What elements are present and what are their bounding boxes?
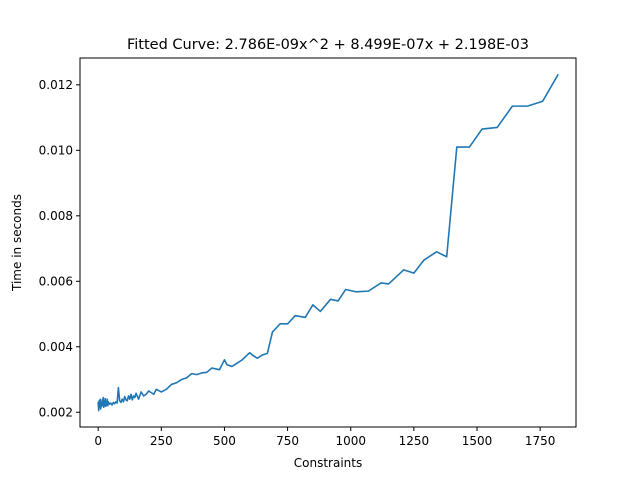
plot-area	[80, 58, 576, 427]
x-tick-label: 0	[94, 434, 102, 448]
plot-frame	[79, 57, 577, 428]
x-tick-label: 1000	[335, 434, 366, 448]
y-tick-label: 0.008	[39, 209, 73, 223]
y-tick-label: 0.006	[39, 274, 73, 288]
x-tick-label: 500	[213, 434, 236, 448]
y-tick-label: 0.004	[39, 340, 73, 354]
axis-ticks: 0 250 500 750 1000 1250 1500 1750 0.002 0.004 0.00…	[39, 78, 556, 448]
x-tick-label: 1250	[399, 434, 430, 448]
y-tick-label: 0.002	[39, 405, 73, 419]
x-axis-label: Constraints	[294, 456, 362, 470]
y-tick-label: 0.010	[39, 143, 73, 157]
y-axis-label: Time in seconds	[10, 194, 24, 292]
series-line	[97, 73, 559, 412]
x-tick-label: 250	[150, 434, 173, 448]
chart-title: Fitted Curve: 2.786E-09x^2 + 8.499E-07x …	[127, 37, 529, 53]
y-tick-label: 0.012	[39, 78, 73, 92]
x-tick-label: 1750	[525, 434, 556, 448]
x-tick-label: 1500	[462, 434, 493, 448]
x-tick-label: 750	[276, 434, 299, 448]
